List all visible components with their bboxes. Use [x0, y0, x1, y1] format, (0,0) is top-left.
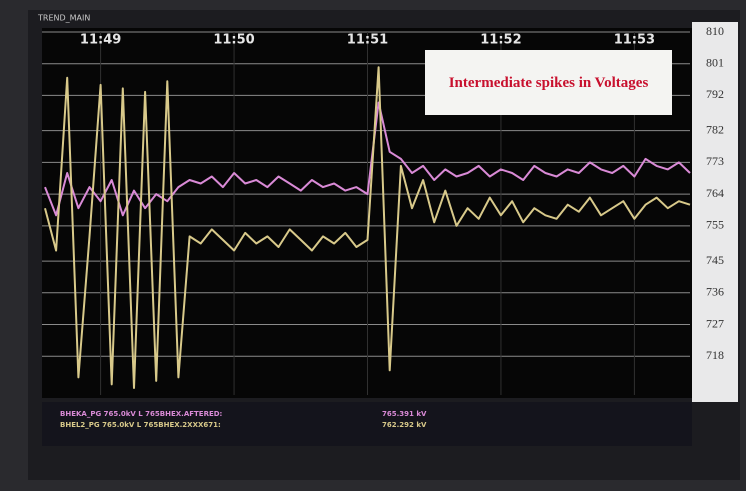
annotation: Intermediate spikes in Voltages	[425, 50, 672, 115]
y-tick-label: 755	[706, 218, 724, 232]
x-tick-label: 11:50	[213, 33, 254, 48]
page: TREND_MAIN 810 801 792 782 773 764 755 745 736 72…	[0, 0, 746, 491]
x-tick-label: 11:52	[480, 33, 521, 48]
x-tick-label: 11:49	[80, 33, 121, 48]
x-tick-label: 11:53	[614, 33, 655, 48]
y-tick-label: 764	[706, 186, 724, 200]
y-tick-label: 792	[706, 87, 724, 101]
legend-label: BHEKA_PG 765.0kV L 765BHEX.AFTERED:	[60, 410, 223, 418]
y-tick-label: 727	[706, 316, 724, 330]
y-tick-label: 718	[706, 348, 724, 362]
y-tick-label: 782	[706, 122, 724, 136]
legend-label: BHEL2_PG 765.0kV L 765BHEX.2XXX671:	[60, 421, 221, 429]
y-tick-label: 745	[706, 253, 724, 267]
chart-title: TREND_MAIN	[37, 14, 90, 23]
x-tick-label: 11:51	[347, 33, 388, 48]
y-tick-label: 801	[706, 55, 724, 69]
y-tick-label: 736	[706, 285, 724, 299]
legend-readout: 762.292 kV	[382, 421, 427, 429]
y-axis-panel	[692, 22, 738, 402]
y-tick-label: 810	[706, 24, 724, 38]
y-tick-label: 773	[706, 154, 724, 168]
legend-readout: 765.391 kV	[382, 410, 427, 418]
